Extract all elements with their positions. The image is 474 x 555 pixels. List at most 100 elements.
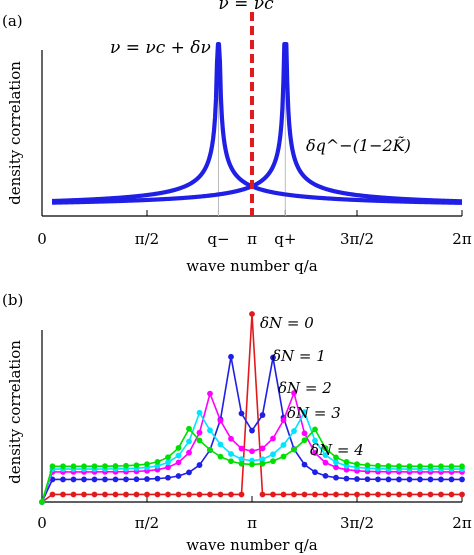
series-point (175, 491, 182, 498)
panel-b-ticks: 0 π/2 π 3π/2 2π (37, 496, 472, 532)
series-point (60, 491, 66, 498)
series-point (186, 449, 192, 456)
panel-a-ylabel: density correlation (6, 61, 24, 205)
series-point (385, 463, 392, 469)
critical-label: ν = νc (218, 0, 274, 14)
series-point (291, 428, 297, 434)
series-point (165, 459, 171, 466)
series-point (385, 491, 392, 498)
series-point (448, 476, 455, 483)
series-point (312, 426, 318, 433)
series-point (322, 472, 329, 479)
series-point (343, 459, 350, 465)
series-point (249, 311, 255, 317)
series-point (175, 452, 182, 459)
series-point (459, 463, 465, 470)
series-point (112, 491, 119, 498)
panel-b-legend: δN = 0 δN = 1 δN = 2 δN = 3 δN = 4 (260, 314, 364, 459)
series-point (196, 437, 203, 444)
series-point (91, 491, 98, 498)
series-point (81, 491, 87, 498)
series-point (438, 463, 444, 470)
series-point (175, 459, 182, 466)
series-point (427, 476, 434, 483)
series-point (427, 463, 434, 470)
series-point (364, 491, 371, 498)
panel-a-xlabel: wave number q/a (186, 257, 318, 275)
series-point (91, 476, 98, 483)
series-point (238, 491, 245, 498)
series-point (364, 462, 371, 469)
series-point (312, 491, 318, 498)
series-point (270, 491, 276, 498)
series-point (238, 460, 245, 467)
series-point (228, 435, 234, 442)
series-point (354, 491, 360, 498)
series-point (228, 353, 234, 360)
series-point (301, 461, 308, 468)
series-point (270, 435, 276, 442)
series-point (249, 448, 255, 455)
series-point (196, 462, 203, 468)
series-point (385, 476, 392, 483)
series-point (70, 463, 77, 470)
series-point (70, 491, 77, 498)
panel-b-ylabel: density correlation (6, 340, 24, 484)
series-point (123, 491, 129, 498)
series-point (228, 451, 234, 457)
series-point (196, 491, 203, 498)
series-point (91, 463, 98, 470)
series-point (238, 445, 245, 452)
series-point (259, 445, 266, 452)
series-point (270, 354, 276, 361)
panel-a-tick-label: q− (207, 230, 229, 248)
series-point (81, 463, 87, 470)
series-point (333, 464, 339, 471)
series-point (301, 430, 308, 437)
offcritical-label: ν = νc + δν (110, 38, 211, 58)
series-point (406, 476, 413, 483)
panel-a-curves (50, 42, 464, 205)
series-point (123, 462, 129, 469)
series-point (207, 390, 213, 397)
series-point (102, 463, 108, 470)
series-point (144, 476, 150, 482)
curve-q-minus (50, 42, 464, 205)
series-point (448, 491, 455, 498)
panel-b-tick-label: π (247, 514, 257, 532)
series-point (259, 456, 266, 463)
series-point (249, 461, 255, 468)
series-point (186, 425, 192, 432)
series-point (154, 458, 161, 465)
series-point (249, 427, 255, 434)
series-point (396, 463, 402, 470)
panel-b-tick-label: 2π (452, 514, 472, 532)
series-point (270, 458, 276, 465)
series-point (322, 445, 329, 452)
series-line (41, 410, 462, 503)
panel-a-tick-label: 0 (37, 230, 47, 248)
series-point (312, 469, 318, 476)
series-point (343, 491, 350, 498)
series-point (417, 491, 423, 498)
panel-b-xlabel: wave number q/a (186, 536, 318, 554)
series-point (196, 409, 203, 416)
series-point (133, 476, 140, 483)
series-point (102, 491, 108, 498)
series-point (417, 463, 423, 470)
series-point (154, 475, 161, 482)
panel-b-series (39, 311, 465, 505)
powerlaw-label: δq^−(1−2K̃) (306, 136, 411, 155)
series-point (417, 476, 423, 483)
series-point (165, 491, 171, 498)
series-point (354, 461, 360, 468)
series-point (228, 458, 234, 465)
series-point (217, 491, 224, 498)
series-point (165, 454, 171, 461)
series-point (217, 453, 224, 460)
series-point (406, 491, 413, 498)
series-point (280, 417, 287, 424)
series-point (81, 476, 87, 483)
series-point (280, 442, 287, 448)
